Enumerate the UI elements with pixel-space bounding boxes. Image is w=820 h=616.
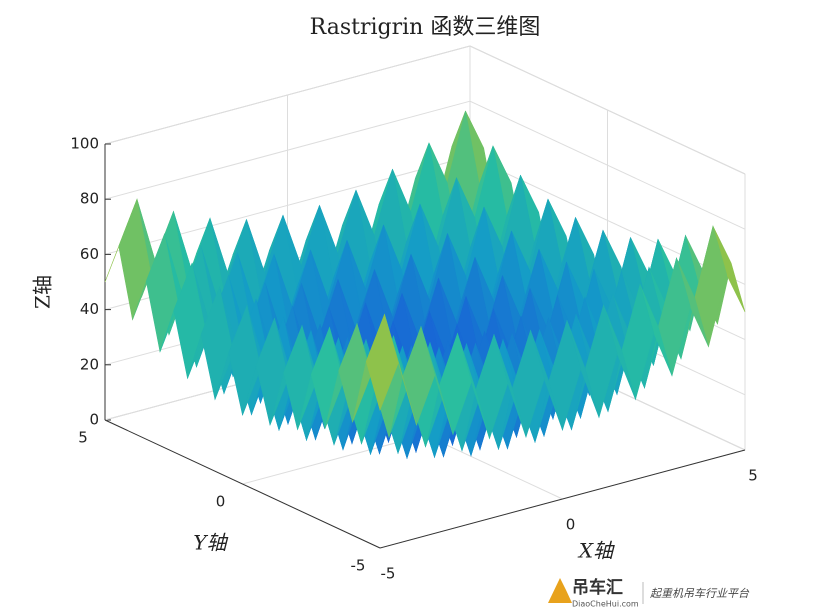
z-tick-label: 40 <box>80 300 99 318</box>
z-axis-label: Z轴 <box>31 275 55 309</box>
z-tick-label: 80 <box>80 190 99 208</box>
z-tick-label: 20 <box>80 355 99 373</box>
chart-title: Rastrigrin 函数三维图 <box>310 15 541 40</box>
x-tick-label: 0 <box>566 516 576 534</box>
x-axis-label: X轴 <box>577 539 615 563</box>
watermark-slogan: 起重机吊车行业平台 <box>650 587 750 600</box>
y-axis-label: Y轴 <box>193 531 228 555</box>
y-tick-label: 0 <box>216 493 226 511</box>
surface <box>104 110 746 460</box>
x-tick-label: 5 <box>748 467 758 485</box>
y-axis <box>104 419 381 549</box>
z-tick-label: 60 <box>80 245 99 263</box>
watermark-site: DiaoCheHui.com <box>572 600 639 609</box>
y-tick-label: 5 <box>78 429 88 447</box>
x-axis <box>379 449 746 549</box>
y-tick-label: -5 <box>351 557 366 575</box>
surface-patch <box>365 313 399 411</box>
x-tick-label: -5 <box>381 565 396 583</box>
watermark-logo <box>548 578 572 603</box>
watermark: 吊车汇 DiaoCheHui.com 起重机吊车行业平台 <box>548 577 750 609</box>
watermark-brand: 吊车汇 <box>572 577 623 598</box>
surface-patch <box>118 198 152 321</box>
z-tick-label: 0 <box>89 411 99 429</box>
z-tick-label: 100 <box>70 135 99 153</box>
